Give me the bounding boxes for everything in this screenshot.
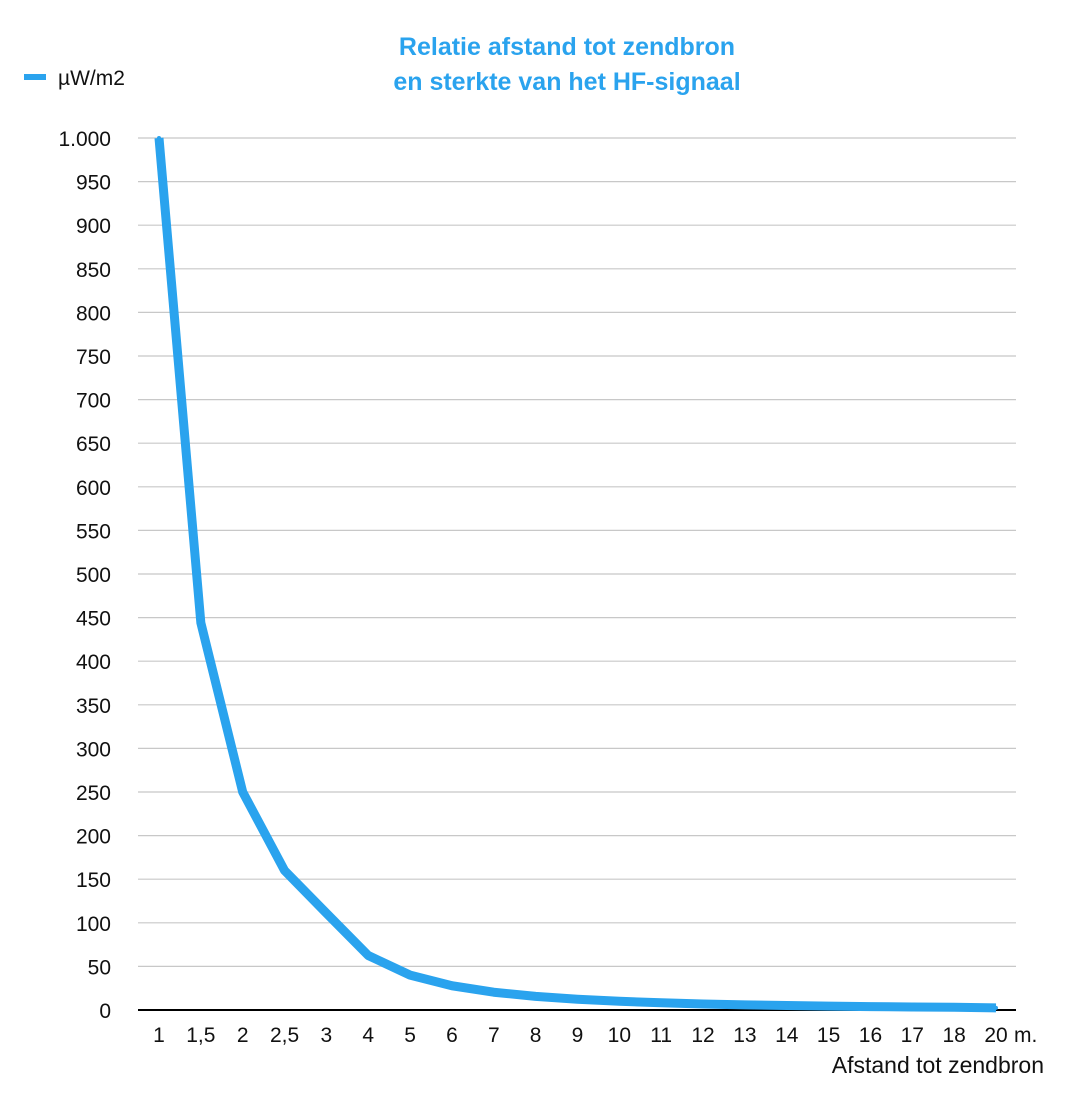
x-tick-label: 3 <box>321 1024 333 1047</box>
data-point <box>659 1000 664 1005</box>
x-tick-label: 4 <box>362 1024 374 1047</box>
y-tick-label: 700 <box>76 390 111 413</box>
legend-label: µW/m2 <box>58 67 125 90</box>
data-point <box>533 994 538 999</box>
data-point <box>491 990 496 995</box>
y-tick-label: 800 <box>76 302 111 325</box>
data-point <box>784 1003 789 1008</box>
data-point <box>617 999 622 1004</box>
x-tick-label: 7 <box>488 1024 500 1047</box>
y-tick-label: 300 <box>76 738 111 761</box>
y-tick-label: 850 <box>76 259 111 282</box>
data-point <box>868 1004 873 1009</box>
data-point <box>366 953 371 958</box>
x-tick-label: 11 <box>650 1024 672 1047</box>
y-tick-label: 650 <box>76 433 111 456</box>
x-axis-ticks: 1 1,5 2 2,5 3 4 5 6 7 8 9 10 11 12 13 14 15 16 17 18 20 <box>153 1024 1008 1047</box>
y-tick-label: 450 <box>76 608 111 631</box>
x-axis-label: Afstand tot zendbron <box>832 1052 1044 1078</box>
data-point <box>157 136 161 140</box>
data-point <box>742 1002 747 1007</box>
y-tick-label: 50 <box>88 956 111 979</box>
x-tick-label: 1 <box>153 1024 165 1047</box>
y-tick-label: 100 <box>76 913 111 936</box>
data-point <box>449 983 454 988</box>
grid-lines <box>138 137 1016 968</box>
x-tick-label: 10 <box>608 1024 631 1047</box>
y-tick-label: 600 <box>76 477 111 500</box>
x-tick-label: 15 <box>817 1024 840 1047</box>
y-tick-label: 0 <box>99 1000 111 1023</box>
y-tick-label: 150 <box>76 869 111 892</box>
y-axis-ticks: 0 50 100 150 200 250 300 350 400 450 500 550 600 650 7… <box>58 128 111 1023</box>
data-point <box>826 1004 831 1009</box>
x-tick-label: 1,5 <box>186 1024 215 1047</box>
data-point <box>701 1001 706 1006</box>
series-layer <box>154 136 998 1013</box>
x-tick-label: 6 <box>446 1024 458 1047</box>
x-tick-label: 18 <box>942 1024 965 1047</box>
legend-swatch <box>24 74 46 80</box>
data-point <box>324 911 329 916</box>
data-point <box>198 620 203 625</box>
x-tick-label: 13 <box>733 1024 756 1047</box>
x-tick-label: 2,5 <box>270 1024 299 1047</box>
data-point <box>910 1004 915 1009</box>
x-axis-unit: m. <box>1014 1024 1037 1047</box>
y-tick-label: 250 <box>76 782 111 805</box>
y-tick-label: 750 <box>76 346 111 369</box>
x-tick-label: 5 <box>404 1024 416 1047</box>
x-tick-label: 14 <box>775 1024 799 1047</box>
data-point <box>994 1005 998 1010</box>
y-tick-label: 550 <box>76 520 111 543</box>
y-tick-label: 350 <box>76 695 111 718</box>
y-tick-label: 200 <box>76 826 111 849</box>
x-tick-label: 16 <box>859 1024 882 1047</box>
legend: µW/m2 <box>24 67 125 90</box>
data-point <box>282 868 287 873</box>
data-point <box>575 997 580 1002</box>
y-tick-label: 1.000 <box>58 128 111 151</box>
x-tick-label: 17 <box>901 1024 924 1047</box>
y-tick-label: 950 <box>76 172 111 195</box>
y-tick-label: 500 <box>76 564 111 587</box>
y-tick-label: 400 <box>76 651 111 674</box>
data-point <box>408 973 413 978</box>
data-point <box>952 1005 957 1010</box>
data-point <box>240 790 245 794</box>
x-tick-label: 20 <box>984 1024 1007 1047</box>
y-tick-label: 900 <box>76 215 111 238</box>
chart-title-line-2: en sterkte van het HF-signaal <box>393 68 740 96</box>
x-tick-label: 9 <box>572 1024 584 1047</box>
x-tick-label: 8 <box>530 1024 542 1047</box>
x-tick-label: 12 <box>691 1024 714 1047</box>
x-tick-label: 2 <box>237 1024 249 1047</box>
chart-title-line-1: Relatie afstand tot zendbron <box>399 33 735 61</box>
